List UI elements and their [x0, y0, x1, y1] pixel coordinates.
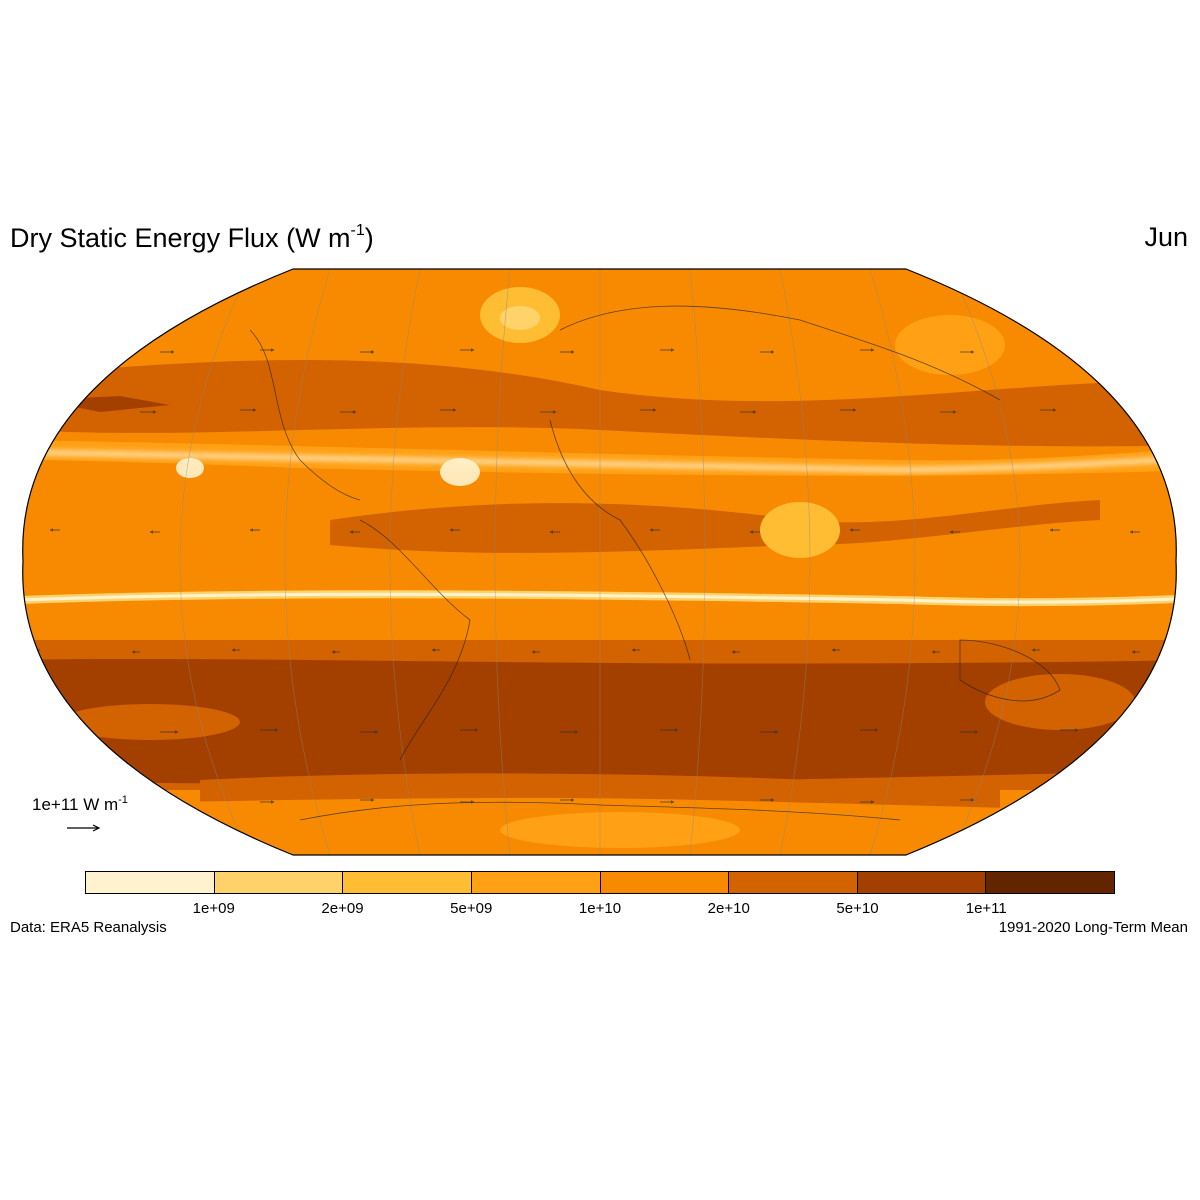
colorbar-tick-label: 5e+09 [450, 900, 493, 917]
colorbar-segment [600, 872, 730, 893]
data-source-label: Data: ERA5 Reanalysis [10, 919, 167, 936]
colorbar-tick-label: 1e+10 [578, 900, 622, 917]
flux-map [22, 268, 1177, 856]
colorbar-segment [729, 872, 858, 893]
reference-vector-arrow [67, 824, 101, 832]
colorbar-segment [86, 872, 215, 893]
map-fill [22, 269, 1177, 855]
colorbar-segment [471, 872, 601, 893]
colorbar-segment [214, 872, 344, 893]
reference-vector-label: 1e+11 W m-1 [32, 794, 128, 814]
month-label: Jun [1144, 222, 1188, 252]
colorbar-tick-label: 2e+09 [321, 900, 364, 917]
colorbar-segment [343, 872, 472, 893]
colorbar [85, 871, 1115, 894]
colorbar-segment [857, 872, 987, 893]
colorbar-tick-label: 1e+09 [192, 900, 235, 917]
colorbar-tick-label: 1e+11 [965, 900, 1007, 917]
map-border [22, 268, 1177, 856]
colorbar-tick-label: 2e+10 [707, 900, 750, 917]
period-label: 1991-2020 Long-Term Mean [998, 919, 1188, 936]
colorbar-segment [986, 872, 1114, 893]
map-title: Dry Static Energy Flux (W m-1) [10, 222, 374, 253]
colorbar-tick-label: 5e+10 [836, 900, 879, 917]
